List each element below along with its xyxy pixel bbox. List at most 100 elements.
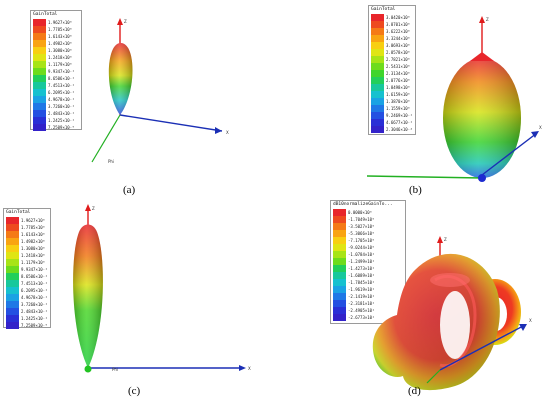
legend-value: 0.0000×10⁰ [348, 210, 373, 215]
legend-value: 3.8701×10⁰ [386, 22, 411, 27]
legend-swatch [333, 237, 346, 244]
legend-row: 1.9627×10⁰ [4, 217, 50, 224]
legend-value: 1.6143×10⁰ [21, 232, 46, 237]
legend-swatch [371, 119, 384, 126]
legend-row: -1.9619×10¹ [331, 286, 405, 293]
legend-swatch [33, 103, 46, 110]
x-axis-arrow [531, 131, 539, 138]
x-axis-arrow [519, 324, 527, 331]
legend-title: GainTotal [371, 7, 396, 12]
legend-row: -1.7845×10¹ [331, 279, 405, 286]
legend-swatch [6, 273, 19, 280]
legend-swatch [333, 307, 346, 314]
legend-swatch [6, 217, 19, 224]
legend-value: 2.4843×10⁻¹ [48, 111, 75, 116]
legend-swatch [371, 49, 384, 56]
legend-value: 1.3080×10⁰ [21, 246, 46, 251]
legend-swatch [6, 287, 19, 294]
legend-value: 4.6677×10⁻¹ [386, 120, 413, 125]
legend-row: 3.7260×10⁻¹ [4, 301, 50, 308]
y-axis-line [366, 175, 483, 179]
legend-value: -5.3066×10⁰ [348, 231, 375, 236]
legend-row: -5.3066×10⁰ [331, 230, 405, 237]
legend-swatch [333, 223, 346, 230]
legend-value: 2.8578×10⁰ [386, 50, 411, 55]
panel-b: GainTotal 3.0420×10⁰ 3.8701×10⁰ 3.6222×10⁰… [275, 0, 550, 200]
legend-swatch [371, 42, 384, 49]
x-axis-line [119, 114, 223, 132]
phi-label: Phi [112, 367, 118, 372]
legend-value: 9.2469×10⁻¹ [386, 113, 413, 118]
legend-swatch [371, 98, 384, 105]
legend-row: 8.6506×10⁻¹ [4, 273, 50, 280]
legend-row: 1.2425×10⁻¹ [31, 117, 81, 124]
legend-row: 3.0693×10⁰ [369, 42, 415, 49]
legend-swatch [333, 230, 346, 237]
legend-b: GainTotal 3.0420×10⁰ 3.8701×10⁰ 3.6222×10⁰… [368, 5, 416, 135]
legend-swatch [371, 35, 384, 42]
legend-value: 3.0420×10⁰ [386, 15, 411, 20]
legend-value: 9.9347×10⁻¹ [21, 267, 48, 272]
pattern-plot-a: Z X Phi [91, 18, 229, 164]
feed-tip [470, 52, 494, 61]
panel-d: dB10normalizeGainTo... 0.0000×10⁰ -1.7049… [275, 200, 550, 402]
legend-row: 1.3080×10⁰ [31, 47, 81, 54]
torus-shade [372, 253, 500, 391]
legend-row: 3.7260×10⁻¹ [31, 103, 81, 110]
legend-swatch [6, 224, 19, 231]
legend-row: 1.6159×10⁰ [369, 91, 415, 98]
legend-swatch [6, 252, 19, 259]
legend-title: dB10normalizeGainTo... [333, 202, 393, 207]
legend-row: -2.1419×10¹ [331, 293, 405, 300]
legend-value: -1.7845×10¹ [348, 280, 375, 285]
legend-value: 2.0776×10⁰ [386, 78, 411, 83]
legend-value: 2.3046×10⁻⁴ [386, 127, 413, 132]
legend-swatch [333, 216, 346, 223]
legend-row: 0.0000×10⁰ [331, 209, 405, 216]
y-axis-line [91, 114, 121, 163]
legend-value: 1.1179×10⁰ [48, 62, 73, 67]
legend-value: 3.3244×10⁰ [386, 36, 411, 41]
legend-d: dB10normalizeGainTo... 0.0000×10⁰ -1.7049… [330, 200, 406, 324]
x-axis-arrow [215, 127, 222, 134]
panel-c: GainTotal 1.9627×10⁰ 1.7785×10⁰ 1.6143×10⁰… [0, 200, 275, 402]
legend-row: 4.9678×10⁻¹ [4, 294, 50, 301]
legend-value: -1.4273×10¹ [348, 266, 375, 271]
legend-row: 2.8578×10⁰ [369, 49, 415, 56]
legend-value: 1.2425×10⁻¹ [48, 118, 75, 123]
caption-c: (c) [128, 385, 141, 397]
legend-value: 1.4982×10⁰ [21, 239, 46, 244]
legend-value: -2.4905×10¹ [348, 308, 375, 313]
z-axis-label: Z [444, 237, 447, 242]
x-axis-line [439, 324, 526, 371]
legend-value: -1.7049×10⁰ [348, 217, 375, 222]
legend-value: 8.6506×10⁻¹ [21, 274, 48, 279]
beam-lobe-shade [443, 58, 521, 178]
legend-row: 6.2095×10⁻¹ [4, 287, 50, 294]
legend-value: 1.3870×10⁰ [386, 99, 411, 104]
legend-row: 1.3080×10⁰ [4, 245, 50, 252]
phi-label: Phi [108, 159, 114, 164]
legend-swatch [371, 56, 384, 63]
legend-value: 1.2418×10⁰ [21, 253, 46, 258]
legend-swatch [6, 231, 19, 238]
legend-swatch [333, 251, 346, 258]
legend-swatch [371, 84, 384, 91]
panel-a: GainTotal 1.9627×10⁰ 1.7785×10⁰ 1.6143×10⁰… [0, 0, 275, 200]
legend-row: 2.4843×10⁻¹ [4, 308, 50, 315]
legend-swatch [6, 266, 19, 273]
legend-row: 2.7821×10⁰ [369, 56, 415, 63]
legend-swatch [33, 33, 46, 40]
legend-swatch [333, 314, 346, 321]
legend-row: 1.7785×10⁰ [31, 26, 81, 33]
ring-highlight [430, 273, 470, 287]
legend-row: -2.3181×10¹ [331, 300, 405, 307]
legend-c: GainTotal 1.9627×10⁰ 1.7785×10⁰ 1.6143×10⁰… [3, 208, 51, 329]
legend-value: 6.2095×10⁻¹ [21, 288, 48, 293]
legend-swatch [371, 126, 384, 133]
x-axis-line [481, 132, 538, 176]
legend-swatch [33, 54, 46, 61]
legend-swatch [33, 61, 46, 68]
legend-swatch [333, 286, 346, 293]
caption-a: (a) [123, 184, 136, 196]
